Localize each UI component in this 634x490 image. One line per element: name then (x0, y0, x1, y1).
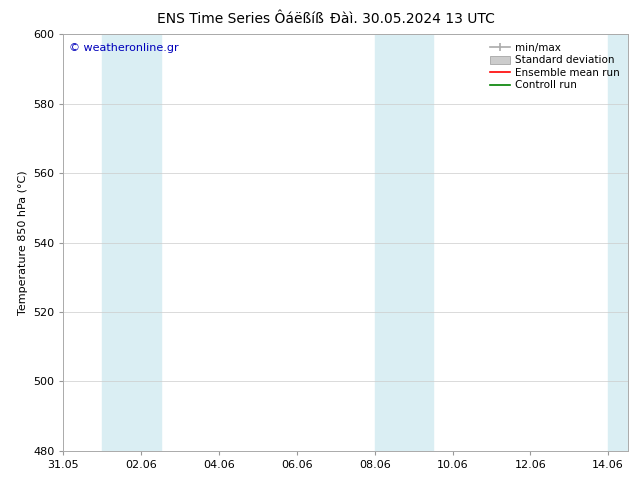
Text: © weatheronline.gr: © weatheronline.gr (69, 43, 179, 52)
Y-axis label: Temperature 850 hPa (°C): Temperature 850 hPa (°C) (18, 170, 27, 315)
Text: ENS Time Series Ôáëßíß: ENS Time Series Ôáëßíß (157, 12, 325, 26)
Text: Đàì. 30.05.2024 13 UTC: Đàì. 30.05.2024 13 UTC (330, 12, 495, 26)
Bar (102, 34, 160, 451)
Bar (375, 34, 433, 451)
Legend: min/max, Standard deviation, Ensemble mean run, Controll run: min/max, Standard deviation, Ensemble me… (486, 40, 623, 94)
Bar (608, 34, 634, 451)
